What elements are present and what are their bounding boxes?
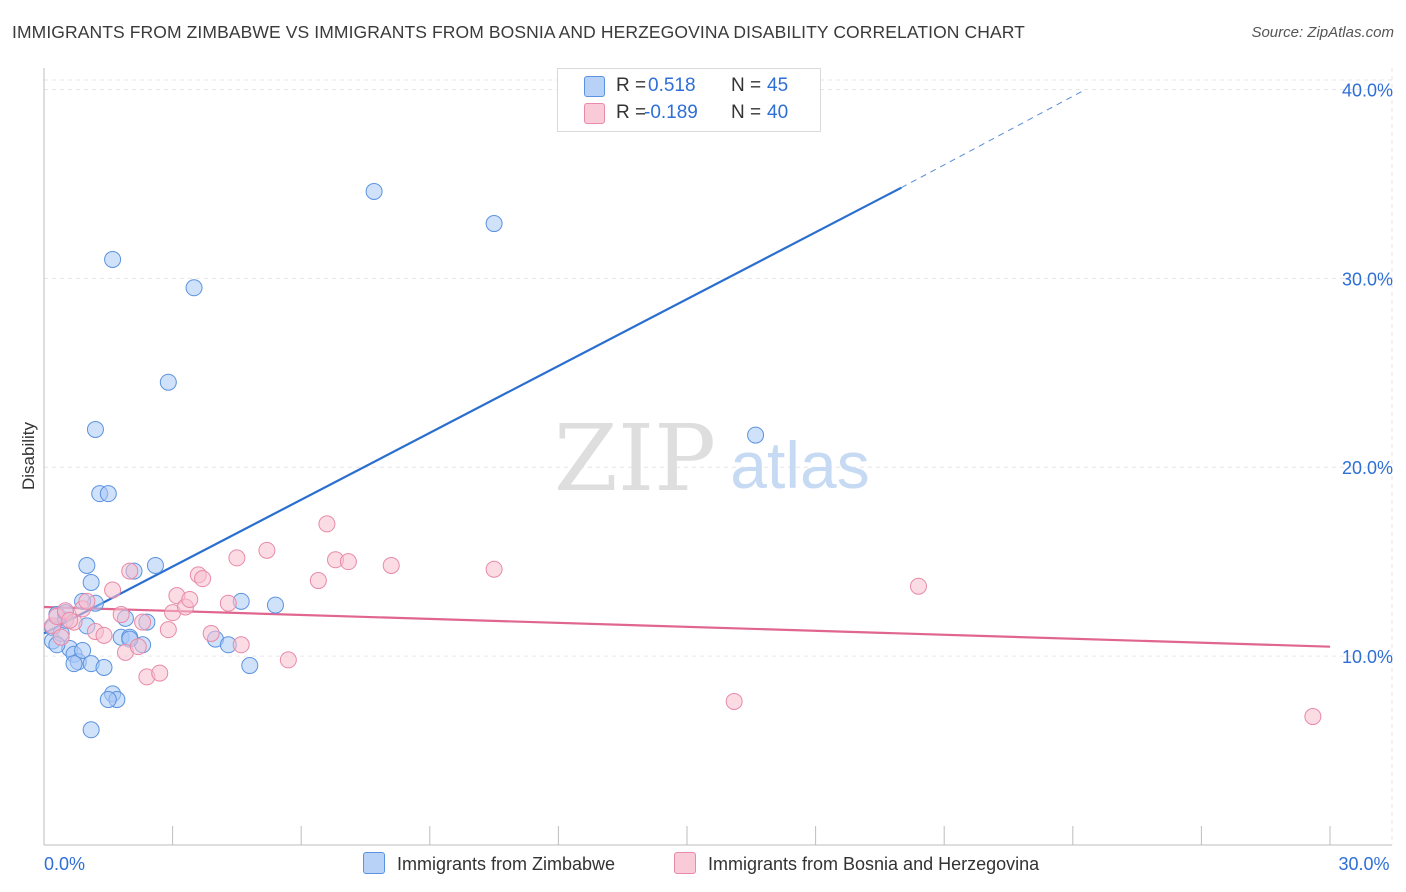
zimbabwe-point — [485, 215, 503, 233]
bosnia-point — [61, 611, 79, 629]
axes — [43, 68, 1392, 846]
bosnia-swatch — [584, 103, 605, 124]
bosnia-point — [181, 590, 199, 608]
bosnia-point — [52, 628, 70, 646]
chart-title: IMMIGRANTS FROM ZIMBABWE VS IMMIGRANTS F… — [12, 22, 1025, 42]
n-value: 40 — [767, 102, 789, 123]
bosnia-point — [78, 592, 96, 610]
stats-legend: R = 0.518 N = 45 R = -0.189 N = 40 — [557, 68, 821, 132]
bosnia-trend-line — [43, 605, 1331, 648]
bosnia-point — [112, 606, 130, 624]
grid — [44, 68, 1393, 845]
bosnia-point — [232, 636, 250, 654]
bosnia-point — [258, 541, 276, 559]
bosnia-point — [228, 549, 246, 567]
r-value: 0.518 — [648, 75, 696, 96]
y-tick-label: 10.0% — [1342, 647, 1393, 667]
bosnia-swatch — [674, 852, 696, 874]
zimbabwe-point — [99, 691, 117, 709]
bosnia-point — [318, 515, 336, 533]
n-label: N = — [731, 102, 762, 123]
bosnia-point — [202, 624, 220, 642]
bosnia-point — [309, 572, 327, 590]
y-axis-label: Disability — [19, 421, 38, 490]
zimbabwe-point — [78, 556, 96, 574]
r-value: -0.189 — [644, 102, 698, 123]
bosnia-point — [159, 621, 177, 639]
bosnia-point — [279, 651, 297, 669]
zimbabwe-point — [159, 373, 177, 391]
r-label: R = — [616, 102, 647, 123]
zimbabwe-swatch — [584, 76, 605, 97]
n-label: N = — [731, 75, 762, 96]
zimbabwe-point — [266, 596, 284, 614]
bosnia-point — [104, 581, 122, 599]
bosnia-point — [95, 626, 113, 644]
r-label: R = — [616, 75, 647, 96]
zimbabwe-point — [82, 573, 100, 591]
bosnia-point — [909, 577, 927, 595]
zimbabwe-point — [104, 250, 122, 268]
bosnia-point — [485, 560, 503, 578]
bosnia-point — [121, 562, 139, 580]
x-tick-label: 0.0% — [44, 854, 85, 874]
bosnia-point — [134, 613, 152, 631]
y-tick-label: 20.0% — [1342, 458, 1393, 478]
zimbabwe-point — [241, 657, 259, 675]
legend-label: Immigrants from Bosnia and Herzegovina — [708, 854, 1040, 874]
zimbabwe-point — [82, 721, 100, 739]
n-value: 45 — [767, 75, 789, 96]
zimbabwe-trend-line — [43, 186, 902, 635]
zimbabwe-trend-extension — [901, 89, 1086, 189]
bosnia-point — [725, 692, 743, 710]
x-tick-label: 30.0% — [1338, 854, 1389, 874]
bosnia-point — [382, 556, 400, 574]
bosnia-point — [219, 594, 237, 612]
watermark: ZIP atlas — [554, 405, 870, 512]
y-tick-label: 40.0% — [1342, 80, 1393, 100]
bosnia-point — [1304, 708, 1322, 726]
zimbabwe-point — [65, 655, 83, 673]
bosnia-point — [151, 664, 169, 682]
zimbabwe-point — [365, 182, 383, 200]
watermark-zip: ZIP — [554, 405, 716, 512]
zimbabwe-swatch — [363, 852, 385, 874]
zimbabwe-point — [185, 279, 203, 297]
zimbabwe-point — [74, 641, 92, 659]
bosnia-point — [194, 570, 212, 588]
legend-label: Immigrants from Zimbabwe — [397, 854, 616, 874]
tick-labels: 10.0% 20.0% 30.0% 40.0% 0.0% 30.0% — [44, 80, 1393, 874]
legend-item-bosnia[interactable]: Immigrants from Bosnia and Herzegovina — [674, 852, 1039, 875]
bosnia-point — [129, 638, 147, 656]
zimbabwe-point — [95, 658, 113, 676]
zimbabwe-point — [747, 426, 765, 444]
legend-item-zimbabwe[interactable]: Immigrants from Zimbabwe — [363, 852, 615, 875]
y-tick-label: 30.0% — [1342, 269, 1393, 289]
trend-lines — [43, 89, 1331, 648]
data-points — [44, 182, 1322, 739]
zimbabwe-point — [146, 556, 164, 574]
zimbabwe-point — [99, 485, 117, 503]
bosnia-point — [339, 553, 357, 571]
zimbabwe-point — [86, 420, 104, 438]
source-credit: Source: ZipAtlas.com — [1251, 24, 1394, 41]
